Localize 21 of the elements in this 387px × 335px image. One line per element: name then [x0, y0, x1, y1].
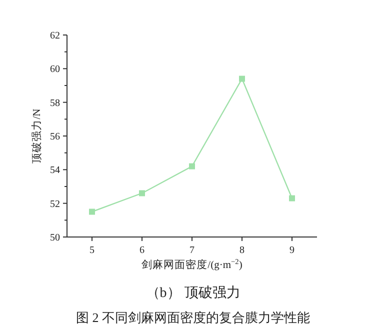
y-tick-label: 58: [50, 98, 60, 109]
y-tick-label: 54: [50, 165, 60, 176]
x-tick-label: 8: [240, 245, 244, 256]
x-tick-label: 5: [90, 245, 94, 256]
x-tick-label: 7: [190, 245, 194, 256]
text: （b） 顶破强力: [146, 285, 240, 301]
point: [189, 163, 195, 170]
point: [139, 190, 145, 196]
point: [289, 195, 295, 202]
x-tick-label: 9: [290, 245, 294, 256]
caption: 图 2 不同剑麻网面密度的复合膜力学性能: [76, 310, 310, 325]
y-tick-label: 56: [50, 132, 60, 142]
y-axis-title: 顶破强力/N: [30, 108, 43, 164]
point: [89, 208, 95, 215]
y-tick-label: 50: [50, 232, 60, 244]
point: [239, 76, 245, 82]
y-tick-label: 62: [50, 30, 60, 42]
y-tick-label: 52: [50, 198, 60, 210]
y-tick-label: 60: [50, 64, 60, 76]
x-axis-title: 剑麻网面密度/(g·m$^{−2}$): [142, 256, 243, 271]
x-tick-label: 6: [140, 245, 144, 256]
